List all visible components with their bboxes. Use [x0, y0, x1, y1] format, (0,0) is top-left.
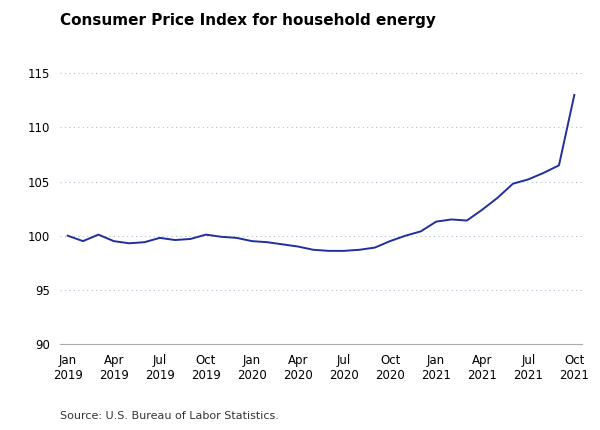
Text: Source: U.S. Bureau of Labor Statistics.: Source: U.S. Bureau of Labor Statistics. — [60, 412, 279, 421]
Text: Consumer Price Index for household energy: Consumer Price Index for household energ… — [60, 13, 436, 28]
